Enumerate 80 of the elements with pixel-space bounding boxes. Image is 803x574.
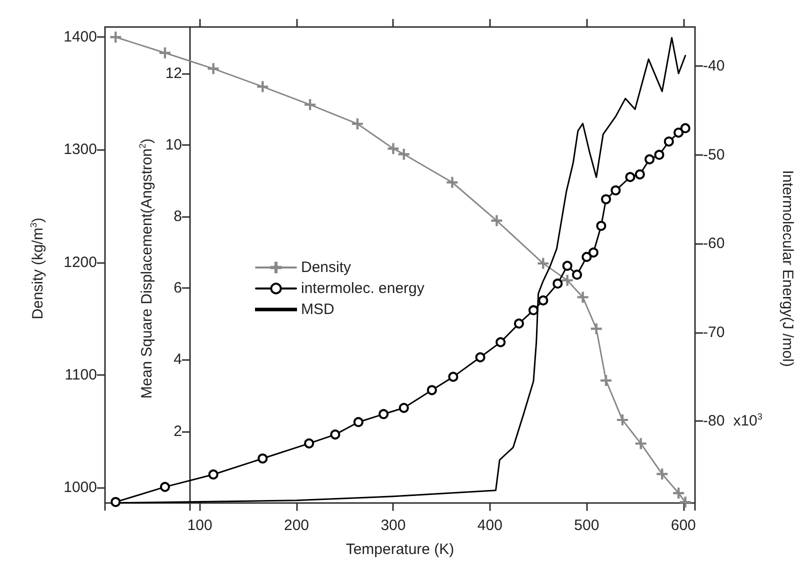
point [491, 215, 502, 226]
point [610, 185, 621, 196]
point [330, 430, 340, 440]
point [446, 176, 458, 188]
point [528, 305, 538, 316]
x-tick-label: 500 [574, 517, 600, 534]
point [634, 169, 645, 180]
point [680, 496, 691, 508]
y3-tick-label: -40 [703, 58, 725, 75]
y-axis-title: Density (kg/m3) [28, 218, 46, 320]
x-tick-label: 600 [670, 517, 696, 534]
point [562, 274, 573, 286]
point [110, 497, 121, 508]
point [208, 469, 218, 480]
y-tick-label: 1000 [64, 478, 97, 496]
x-tick-label: 300 [380, 517, 406, 534]
y-tick-label: 1400 [64, 28, 97, 46]
point [514, 318, 524, 329]
y2-tick-label: 2 [174, 422, 182, 440]
point [475, 352, 486, 362]
point [208, 63, 219, 74]
point [600, 375, 612, 386]
y3-tick-label: -70 [703, 324, 725, 341]
y-tick-label: 1200 [64, 254, 97, 271]
point [577, 292, 588, 303]
point [673, 488, 684, 499]
point [616, 414, 628, 426]
point [426, 385, 437, 396]
y3-axis-title: Intermolecular Energy(J /mol) [779, 170, 796, 367]
x-tick-label: 100 [187, 517, 212, 534]
point [398, 148, 410, 160]
point [353, 417, 364, 428]
y-tick-label: 1300 [64, 141, 97, 158]
point [588, 248, 598, 258]
y-tick-label: 1100 [64, 366, 97, 384]
point [388, 143, 399, 154]
point [258, 454, 268, 464]
y2-axis-title: Mean Square Displacement(Angstron2) [137, 138, 156, 399]
y2-tick-label: 4 [174, 351, 182, 368]
point [635, 438, 646, 450]
point [625, 172, 636, 182]
y3-tick-label: -60 [703, 235, 725, 252]
legend-label: MSD [301, 301, 334, 318]
y2-tick-label: 6 [174, 280, 182, 297]
point [601, 194, 612, 204]
point [398, 402, 409, 413]
x-tick-label: 200 [284, 517, 310, 534]
point [257, 81, 268, 92]
y3-tick-label: -50 [703, 146, 725, 164]
y2-tick-label: 8 [174, 208, 182, 226]
x-axis-title: Temperature (K) [346, 541, 454, 558]
point [378, 409, 389, 420]
point [538, 258, 549, 269]
point [596, 220, 606, 231]
point [656, 468, 668, 480]
point [562, 260, 572, 271]
point [664, 136, 674, 147]
point [552, 278, 563, 289]
point [448, 372, 458, 382]
point [582, 252, 592, 262]
point [674, 128, 684, 138]
y2-tick-label: 10 [165, 136, 182, 154]
point [538, 295, 548, 306]
point [680, 123, 690, 134]
y2-tick-label: 12 [165, 65, 182, 82]
point [304, 99, 316, 110]
point [590, 323, 602, 334]
legend-label: Density [301, 259, 352, 276]
point [644, 154, 655, 164]
point [160, 482, 170, 492]
x-tick-label: 400 [477, 517, 502, 534]
point [496, 337, 506, 348]
y3-tick-label: -80 [703, 412, 725, 430]
point [352, 118, 363, 130]
point [654, 150, 664, 160]
point [110, 32, 122, 43]
point [159, 47, 170, 58]
legend-label: intermolec. energy [301, 280, 425, 297]
point [304, 438, 314, 448]
point [572, 270, 582, 280]
